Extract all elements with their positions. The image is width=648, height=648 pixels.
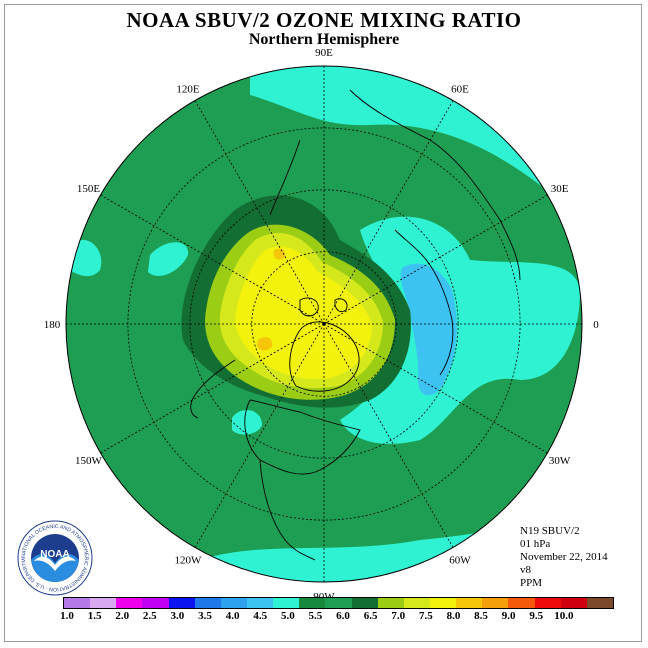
colorbar-tick-label: 6.0: [336, 610, 350, 622]
coast-europe: [394, 229, 454, 376]
info-block: N19 SBUV/2 01 hPa November 22, 2014 v8 P…: [520, 525, 608, 590]
colorbar-tick-label: 5.5: [308, 610, 323, 622]
colorbar-tick-label: 2.0: [115, 610, 130, 622]
field-4-0-core: [400, 263, 457, 396]
color-swatch: [168, 598, 195, 608]
info-units: PPM: [520, 577, 543, 589]
color-swatch: [90, 598, 117, 608]
color-swatch: [246, 598, 274, 608]
field-4-5-pacific: [148, 242, 189, 276]
map-title: NOAA SBUV/2 OZONE MIXING RATIO: [126, 8, 522, 32]
figure-frame: [4, 4, 642, 642]
color-swatch: [586, 598, 613, 608]
coast-greenland: [289, 321, 360, 392]
color-swatch: [194, 598, 221, 608]
logo-text: NOAA: [40, 549, 69, 560]
color-swatch: [299, 598, 326, 608]
colorbar-tick-label: 1.0: [60, 610, 74, 622]
meridian-line: [194, 323, 325, 548]
coastlines: [190, 89, 521, 561]
lat-lon-grid: [66, 66, 582, 582]
noaa-logo: NATIONAL OCEANIC AND ATMOSPHERIC ADMINIS…: [16, 519, 93, 596]
longitude-label: 30W: [549, 455, 571, 467]
color-swatch: [429, 598, 457, 608]
longitude-label: 60W: [449, 555, 471, 567]
color-swatch: [64, 598, 91, 608]
longitude-label: 120E: [176, 83, 200, 95]
colorbar-tick-label: 6.5: [363, 610, 378, 622]
logo-bird-icon: [34, 556, 76, 571]
map-boundary: [65, 65, 583, 583]
color-swatch: [508, 598, 535, 608]
colorbar-tick-label: 8.5: [474, 610, 488, 622]
color-swatch: [273, 598, 300, 608]
color-swatch: [482, 598, 509, 608]
color-swatch: [351, 598, 378, 608]
colorbar-tick-label: 8.0: [446, 610, 461, 622]
map-subtitle: Northern Hemisphere: [248, 31, 400, 48]
color-swatch: [560, 598, 587, 608]
longitude-label: 30E: [551, 183, 569, 195]
meridian-line: [100, 323, 325, 454]
colorbar-tick-label: 3.0: [170, 610, 185, 622]
colorbar-tick-label: 4.5: [253, 610, 268, 622]
color-swatch: [116, 598, 143, 608]
meridian-line: [323, 323, 454, 548]
ozone-field: [66, 66, 582, 582]
longitude-label: 60E: [451, 83, 469, 95]
color-swatch: [220, 598, 247, 608]
meridian-line: [323, 100, 454, 325]
color-swatch: [456, 598, 483, 608]
longitude-label: 150W: [75, 455, 103, 467]
color-swatch: [377, 598, 404, 608]
meridian-line: [194, 100, 325, 325]
longitude-label: 90E: [315, 47, 333, 59]
colorbar-tick-label: 7.0: [391, 610, 406, 622]
colorbar-tick-label: 10.0: [554, 610, 574, 622]
colorbar-tick-label: 2.5: [142, 610, 157, 622]
color-swatch: [142, 598, 169, 608]
colorbar-tick-label: 4.0: [225, 610, 240, 622]
colorbar-tick-label: 5.0: [280, 610, 295, 622]
longitude-label: 150E: [77, 183, 101, 195]
colorbar-tick-label: 9.0: [501, 610, 516, 622]
longitude-label: 0: [593, 319, 599, 331]
meridian-line: [100, 194, 325, 325]
longitude-label: 180: [44, 319, 61, 331]
field-4-5-west: [70, 239, 102, 277]
field-8-0-patch-north: [273, 248, 286, 260]
latitude-circle: [189, 189, 459, 459]
color-swatch: [534, 598, 561, 608]
info-instrument: N19 SBUV/2: [520, 525, 580, 537]
longitude-label: 120W: [175, 555, 203, 567]
color-scale-bar: [63, 597, 614, 609]
meridian-line: [323, 323, 548, 454]
info-level: 01 hPa: [520, 538, 551, 550]
color-swatch: [325, 598, 352, 608]
coast-north-america: [244, 399, 361, 561]
colorbar-tick-label: 1.5: [87, 610, 102, 622]
colorbar-tick-label: 9.5: [529, 610, 544, 622]
meridian-line: [323, 194, 548, 325]
colorbar-tick-label: 3.5: [198, 610, 212, 622]
color-scale-ticks: 1.0 1.5 2.0 2.5 3.0 3.5 4.0 4.5 5.0 5.5 6.0 6.5 7.0 7…: [0, 610, 648, 624]
colorbar-tick-label: 7.5: [418, 610, 433, 622]
info-date: November 22, 2014: [520, 551, 608, 563]
coast-alaska: [190, 359, 236, 419]
field-8-0-patch: [257, 337, 273, 351]
info-version: v8: [520, 564, 531, 576]
color-swatch: [403, 598, 430, 608]
coast-asia: [269, 89, 521, 281]
